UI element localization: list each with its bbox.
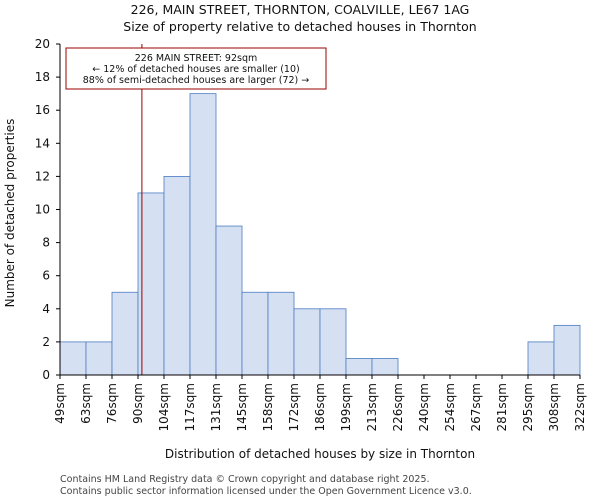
x-tick-label: 226sqm — [391, 383, 405, 431]
x-tick-label: 104sqm — [157, 383, 171, 431]
x-tick-label: 240sqm — [417, 383, 431, 431]
x-tick-label: 254sqm — [443, 383, 457, 431]
chart-title: 226, MAIN STREET, THORNTON, COALVILLE, L… — [131, 2, 470, 17]
annotation-box-frame — [65, 47, 327, 90]
x-tick-label: 145sqm — [235, 383, 249, 431]
annotation-line-3: 88% of semi-detached houses are larger (… — [83, 75, 310, 86]
bar-158sqm-to-172sqm — [267, 291, 295, 376]
y-tick-label: 0 — [42, 368, 50, 382]
x-tick-label: 117sqm — [183, 383, 197, 431]
bar-186sqm-to-199sqm — [319, 308, 347, 376]
y-tick-label: 16 — [35, 103, 50, 117]
x-tick-label: 267sqm — [469, 383, 483, 431]
chart-subtitle: Size of property relative to detached ho… — [123, 19, 476, 34]
y-tick-label: 8 — [42, 236, 50, 250]
bar-295sqm-to-308sqm — [527, 341, 555, 376]
y-ticks: 0 2 4 6 8 10 12 14 16 18 20 — [35, 37, 60, 382]
bars-layer — [59, 93, 581, 376]
x-tick-label: 199sqm — [339, 383, 353, 431]
annotation-line-1: 226 MAIN STREET: 92sqm — [135, 53, 258, 64]
y-tick-label: 2 — [42, 335, 50, 349]
x-tick-label: 90sqm — [131, 383, 145, 424]
x-tick-label: 158sqm — [261, 383, 275, 431]
x-tick-label: 281sqm — [495, 383, 509, 431]
bar-76sqm-to-90sqm — [111, 291, 139, 376]
bar-213sqm-to-226sqm — [371, 358, 399, 376]
bar-145sqm-to-158sqm — [241, 291, 269, 376]
x-tick-label: 308sqm — [547, 383, 561, 431]
x-tick-label: 63sqm — [79, 383, 93, 424]
bar-104sqm-to-117sqm — [163, 175, 191, 376]
x-axis-label: Distribution of detached houses by size … — [165, 447, 475, 461]
bar-308sqm-to-322sqm — [553, 324, 581, 376]
footer-line-1: Contains HM Land Registry data © Crown c… — [60, 474, 430, 485]
x-tick-label: 186sqm — [313, 383, 327, 431]
bar-131sqm-to-145sqm — [215, 225, 243, 376]
annotation-line-2: ← 12% of detached houses are smaller (10… — [92, 64, 299, 75]
x-tick-label: 76sqm — [105, 383, 119, 424]
bar-63sqm-to-76sqm — [85, 341, 113, 376]
y-tick-label: 18 — [35, 70, 50, 84]
y-tick-label: 6 — [42, 269, 50, 283]
y-tick-label: 10 — [35, 203, 50, 217]
y-tick-label: 20 — [35, 37, 50, 51]
x-tick-label: 322sqm — [573, 383, 587, 431]
y-tick-label: 4 — [42, 302, 50, 316]
bar-49sqm-to-63sqm — [59, 341, 87, 376]
x-tick-label: 213sqm — [365, 383, 379, 431]
annotation-box: 226 MAIN STREET: 92sqm ← 12% of detached… — [65, 47, 327, 90]
x-tick-label: 131sqm — [209, 383, 223, 431]
x-ticks: 49sqm 63sqm 76sqm 90sqm 104sqm 117sqm 131sqm 14… — [53, 375, 587, 431]
bar-172sqm-to-186sqm — [293, 308, 321, 376]
x-tick-label: 295sqm — [521, 383, 535, 431]
footer-line-2: Contains public sector information licen… — [60, 486, 472, 497]
x-tick-label: 172sqm — [287, 383, 301, 431]
y-tick-label: 14 — [35, 136, 50, 150]
y-axis-label: Number of detached properties — [3, 119, 17, 308]
x-tick-label: 49sqm — [53, 383, 67, 424]
bar-199sqm-to-213sqm — [345, 358, 373, 376]
bar-117sqm-to-131sqm — [189, 93, 217, 376]
y-tick-label: 12 — [35, 169, 50, 183]
